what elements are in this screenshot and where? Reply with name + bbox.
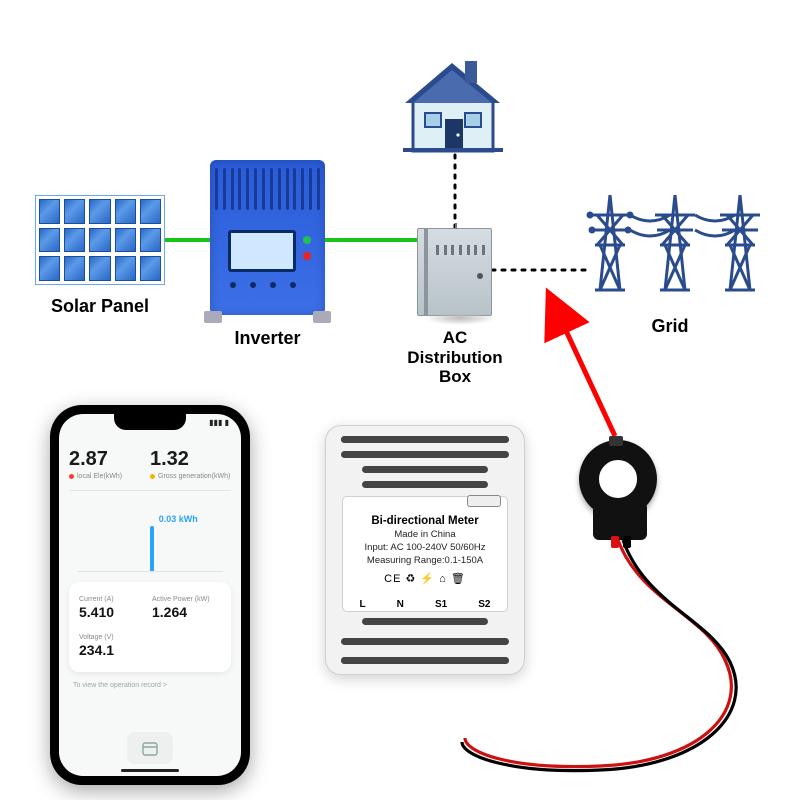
metric-local: 2.87 local Ele(kWh) <box>69 448 150 480</box>
phone-note: To view the operation record > <box>73 682 167 689</box>
phone-notch <box>114 414 186 430</box>
meter-terminals: LNS1S2 <box>344 599 506 610</box>
bidirectional-meter: Bi-directional Meter Made in China Input… <box>325 425 525 675</box>
meter-cert-icons: CE ♻ ⚡ ⌂ 🗑 <box>351 572 499 585</box>
meter-line1: Made in China <box>351 529 499 540</box>
phone-chart: 0.03 kWh <box>77 510 223 572</box>
phone-bottom-icon <box>127 732 173 764</box>
inverter <box>210 160 325 315</box>
inverter-label: Inverter <box>215 328 320 349</box>
metric-gross: 1.32 Gross generation(kWh) <box>150 448 231 480</box>
solar-label: Solar Panel <box>35 296 165 317</box>
solar-panel <box>35 195 165 285</box>
home-indicator <box>121 769 179 772</box>
meter-title: Bi-directional Meter <box>351 515 499 527</box>
grid-towers <box>575 185 770 305</box>
meter-switch[interactable] <box>467 495 501 507</box>
phone-cards: Current (A)5.410 Active Power (kW)1.264 … <box>69 582 231 672</box>
acbox-label: ACDistributionBox <box>400 328 510 387</box>
phone-mockup: ▮▮▮ ▮ 2.87 local Ele(kWh) 1.32 Gross gen… <box>50 405 250 785</box>
ct-clamp <box>575 440 670 536</box>
status-bar: ▮▮▮ ▮ <box>209 418 229 427</box>
ac-distribution-box <box>417 228 492 316</box>
house-icon <box>395 55 510 155</box>
grid-label: Grid <box>630 316 710 337</box>
meter-line3: Measuring Range:0.1-150A <box>351 555 499 566</box>
meter-line2: Input: AC 100-240V 50/60Hz <box>351 542 499 553</box>
